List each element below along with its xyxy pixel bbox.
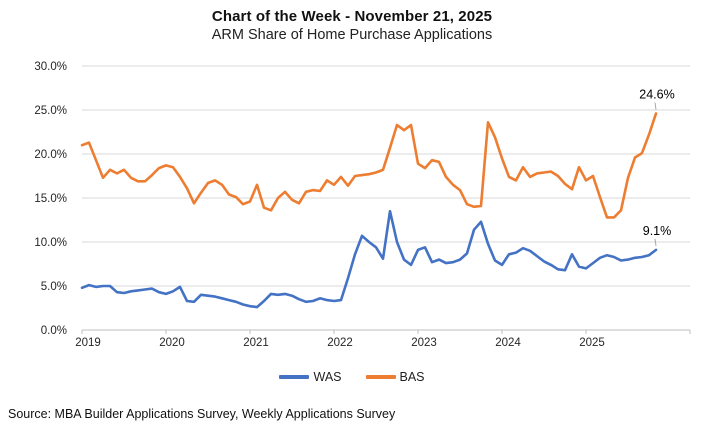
chart-subtitle: ARM Share of Home Purchase Applications [211, 27, 493, 43]
data-label-leader-bas [654, 102, 657, 110]
legend-item-bas: BAS [365, 370, 425, 384]
chart-legend: WAS BAS [0, 369, 704, 385]
x-axis-tick-label: 2023 [411, 337, 437, 349]
y-axis-tick-label: 20.0% [34, 149, 67, 161]
bas-line-swatch [365, 375, 396, 379]
chart-title: Chart of the Week - November 21, 2025 [211, 8, 493, 25]
x-axis-tick-label: 2024 [495, 337, 521, 349]
y-axis-tick-label: 0.0% [41, 325, 67, 337]
series-line-bas [80, 112, 658, 219]
data-label-leader-was [654, 238, 657, 246]
x-axis-tick-label: 2020 [159, 337, 185, 349]
was-line-swatch [279, 375, 310, 379]
x-axis-tick-label: 2022 [327, 337, 353, 349]
y-axis-tick-label: 10.0% [34, 237, 67, 249]
legend-item-was: WAS [279, 370, 342, 384]
series-line-was [80, 209, 658, 309]
x-axis-tick-label: 2019 [75, 337, 101, 349]
end-data-label-was: 9.1% [643, 224, 672, 238]
end-data-label-bas: 24.6% [639, 88, 674, 102]
legend-label-was: WAS [313, 370, 342, 384]
y-axis-tick-label: 5.0% [41, 281, 67, 293]
x-axis-tick-label: 2025 [579, 337, 605, 349]
y-axis-tick-label: 25.0% [34, 105, 67, 117]
y-axis-tick-label: 30.0% [34, 61, 67, 73]
y-axis-tick-label: 15.0% [34, 193, 67, 205]
source-note: Source: MBA Builder Applications Survey,… [8, 407, 396, 421]
x-axis-tick-label: 2021 [243, 337, 269, 349]
legend-label-bas: BAS [399, 370, 425, 384]
